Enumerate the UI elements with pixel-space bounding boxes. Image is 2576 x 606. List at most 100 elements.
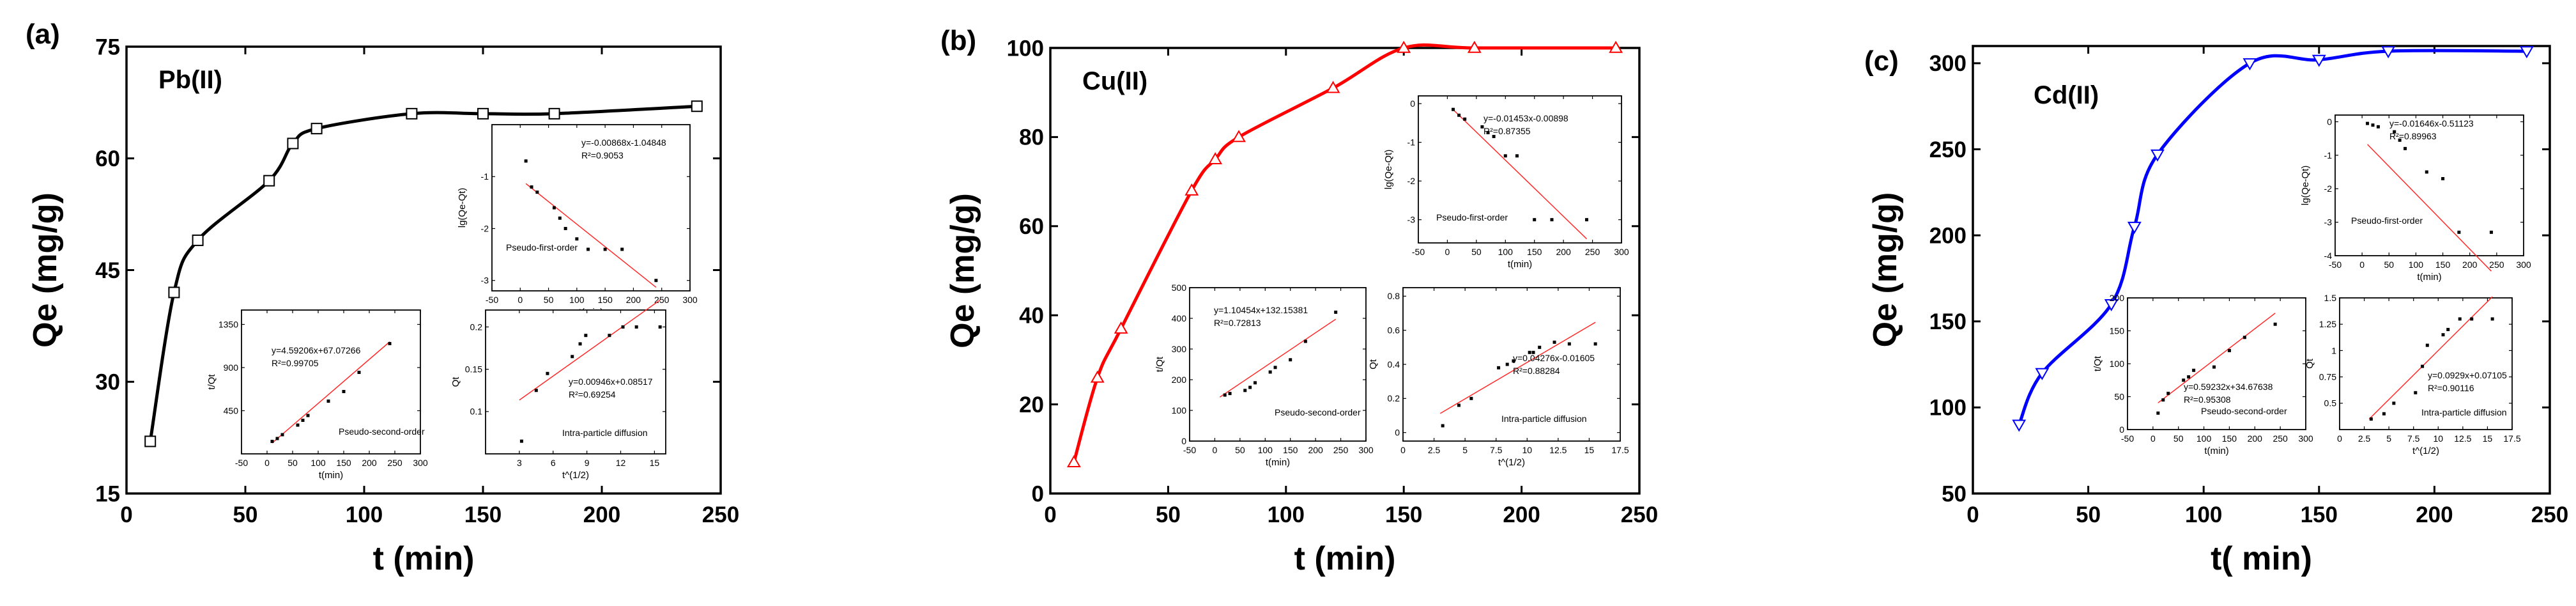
- inset-x-tick-label: 100: [2409, 260, 2424, 270]
- inset-x-tick-label: 9: [585, 458, 590, 468]
- metal-title: Cu(II): [1082, 67, 1147, 95]
- inset-x-tick-label: -50: [486, 295, 498, 305]
- fit-r-squared: R²=0.99705: [272, 358, 319, 368]
- data-point: [192, 234, 204, 246]
- inset-x-tick-label: 50: [2384, 260, 2394, 270]
- inset-x-tick-label: 100: [310, 458, 326, 468]
- series-line: [148, 104, 697, 442]
- inset-data-point: [301, 419, 305, 422]
- inset-pseudo-first-order: -50 0 50 100 150 200 250 300 -3 -2 -1 0 t(min) lg(Qe-…: [1383, 95, 1629, 270]
- inset-x-tick-label: 100: [2196, 433, 2212, 444]
- inset-data-point: [1463, 117, 1467, 121]
- inset-y-tick-label: 1: [2331, 345, 2336, 355]
- inset-data-point: [546, 371, 549, 375]
- main-frame: [1049, 47, 1641, 495]
- inset-y-tick-label: 0.2: [1388, 393, 1400, 403]
- inset-y-tick-label: 1350: [218, 319, 238, 329]
- inset-data-point: [270, 440, 274, 443]
- data-point: [310, 123, 323, 135]
- inset-data-point: [1492, 135, 1496, 139]
- main-y-tick-label: 100: [1929, 396, 1966, 421]
- fit-r-squared: R²=0.87355: [1483, 126, 1531, 136]
- inset-data-point: [2425, 170, 2428, 174]
- inset-data-point: [306, 414, 310, 417]
- inset-data-point: [1457, 403, 1460, 407]
- inset-data-point: [2192, 368, 2196, 372]
- main-y-tick-label: 80: [1019, 125, 1044, 150]
- inset-data-point: [2441, 333, 2445, 337]
- main-x-axis-label: t (min): [373, 540, 475, 577]
- inset-data-point: [2166, 391, 2170, 395]
- panel-label: (c): [1864, 45, 1899, 77]
- inset-data-point: [1243, 389, 1247, 392]
- inset-data-point: [534, 389, 538, 392]
- fit-equation: y=1.10454x+132.15381: [1214, 305, 1308, 315]
- inset-y-tick-label: 900: [224, 362, 239, 373]
- inset-data-point: [1452, 107, 1455, 111]
- fit-line: [1219, 318, 1337, 398]
- main-x-tick-label: 150: [2301, 502, 2338, 527]
- inset-x-axis-label: t^(1/2): [562, 470, 589, 481]
- data-point: [691, 100, 703, 113]
- inset-x-tick-label: 200: [2462, 260, 2478, 270]
- inset-data-point: [564, 227, 567, 230]
- inset-intra-particle: 3 6 9 12 15 0.1 0.15 0.2 t^(1/2) Qt y=0.00946x+0.0…: [450, 299, 666, 481]
- inset-x-tick-label: 50: [2174, 433, 2184, 444]
- inset-y-tick-label: 0: [2119, 424, 2124, 435]
- inset-data-point: [1567, 342, 1571, 346]
- data-point: [1208, 152, 1223, 165]
- inset-x-tick-label: 100: [1498, 247, 1514, 257]
- fit-line: [2367, 144, 2492, 272]
- inset-x-tick-label: 15: [1584, 445, 1595, 455]
- fit-equation: y=4.59206x+67.07266: [272, 345, 361, 355]
- inset-x-tick-label: 0: [1400, 445, 1406, 455]
- main-x-tick-label: 250: [1621, 502, 1658, 527]
- inset-x-tick-label: 200: [362, 458, 377, 468]
- inset-x-tick-label: 7.5: [2407, 433, 2420, 444]
- inset-data-point: [2441, 177, 2445, 181]
- panel-label: (a): [26, 19, 60, 50]
- inset-x-tick-label: 150: [1283, 445, 1298, 455]
- inset-x-tick-label: 15: [650, 458, 660, 468]
- inset-x-tick-label: 150: [2435, 260, 2451, 270]
- inset-data-point: [2366, 121, 2370, 125]
- main-y-tick-label: 75: [95, 35, 120, 59]
- fit-r-squared: R²=0.72813: [1214, 318, 1261, 328]
- fit-line: [2368, 296, 2493, 420]
- inset-x-tick-label: 200: [626, 295, 641, 305]
- inset-data-point: [2369, 417, 2373, 421]
- inset-caption: Pseudo-second-order: [339, 426, 425, 437]
- inset-x-tick-label: 10: [1522, 445, 1532, 455]
- inset-data-point: [2425, 343, 2429, 347]
- inset-y-tick-label: -3: [1407, 215, 1416, 225]
- inset-data-point: [1497, 366, 1501, 369]
- inset-x-tick-label: 12: [616, 458, 626, 468]
- inset-x-tick-label: -50: [1412, 247, 1425, 257]
- main-y-axis-label: Qe (mg/g): [27, 192, 64, 348]
- data-point: [2104, 299, 2119, 312]
- main-y-tick-label: 30: [95, 370, 120, 395]
- inset-x-tick-label: 250: [387, 458, 402, 468]
- inset-pseudo-first-order: -50050100150200250300-3-2-1t(min)lg(Qe-Q…: [457, 124, 698, 318]
- data-point: [548, 107, 560, 120]
- inset-data-point: [2212, 365, 2216, 369]
- inset-x-tick-label: 0: [2359, 260, 2365, 270]
- main-x-tick-label: 200: [583, 502, 620, 527]
- data-point: [2035, 368, 2050, 380]
- inset-frame: [2127, 297, 2306, 430]
- main-frame: [1972, 45, 2551, 495]
- inset-data-point: [2382, 412, 2386, 416]
- fit-line: [1452, 109, 1588, 240]
- inset-y-tick-label: 0: [1395, 428, 1400, 438]
- inset-data-point: [608, 334, 611, 338]
- data-point: [168, 286, 180, 299]
- inset-caption: Intra-particle diffusion: [562, 428, 648, 438]
- inset-y-axis-label: t/Qt: [206, 374, 217, 390]
- inset-y-tick-label: -1: [481, 171, 489, 182]
- inset-data-point: [2156, 411, 2160, 415]
- inset-y-tick-label: -2: [2324, 183, 2333, 194]
- fit-equation: y=0.00946x+0.08517: [569, 377, 653, 387]
- main-x-axis-label: t( min): [2211, 540, 2312, 577]
- inset-x-tick-label: 50: [1471, 247, 1482, 257]
- inset-data-point: [2414, 391, 2418, 394]
